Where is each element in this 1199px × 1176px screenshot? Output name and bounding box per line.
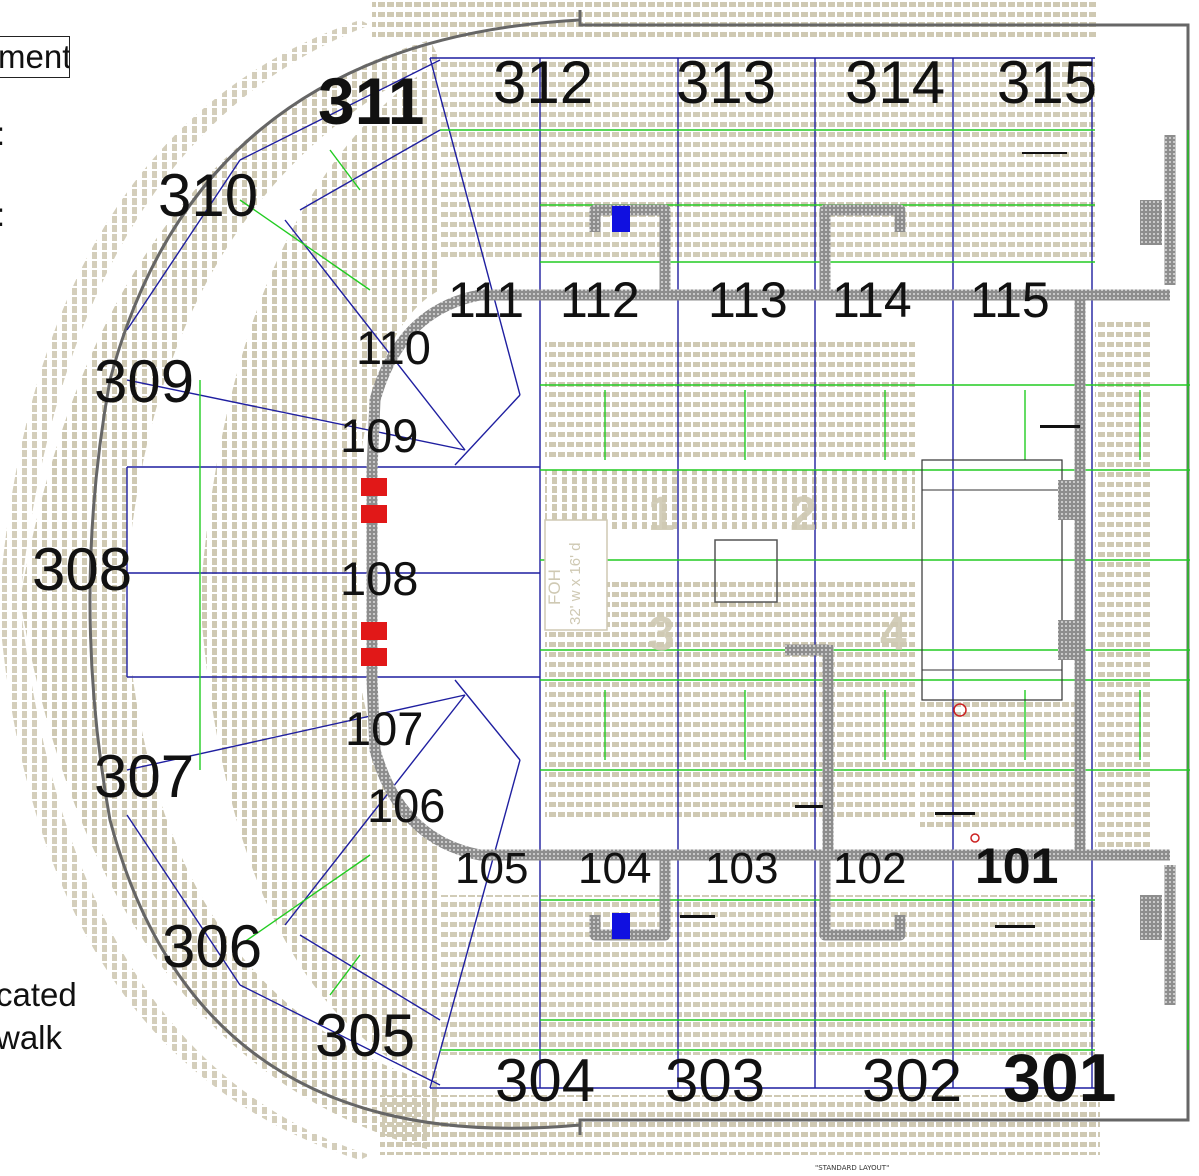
- section-304[interactable]: 304: [495, 1047, 595, 1114]
- floor-section-4[interactable]: 4: [880, 608, 907, 661]
- section-108[interactable]: 108: [340, 552, 418, 605]
- section-107[interactable]: 107: [345, 702, 423, 755]
- legend-note-line-2: walk: [0, 1019, 63, 1056]
- section-305[interactable]: 305: [315, 1002, 415, 1069]
- section-313[interactable]: 313: [676, 49, 776, 116]
- section-111[interactable]: 111: [448, 272, 524, 328]
- section-301[interactable]: 301: [1003, 1040, 1116, 1116]
- section-303[interactable]: 303: [665, 1047, 765, 1114]
- section-113[interactable]: 113: [708, 272, 788, 328]
- floor-section-2[interactable]: 2: [790, 488, 817, 541]
- section-105[interactable]: 105: [455, 844, 528, 893]
- accessible-seat-red: [361, 648, 387, 666]
- section-104[interactable]: 104: [578, 844, 651, 893]
- legend-box-text: ment: [0, 38, 70, 75]
- section-307[interactable]: 307: [94, 743, 194, 810]
- lower-section-labels: 111 112 113 114 115 110 109 108 107 106 …: [340, 272, 1058, 894]
- section-112[interactable]: 112: [560, 272, 640, 328]
- section-102[interactable]: 102: [833, 844, 906, 893]
- foh-label: FOH: [545, 569, 564, 605]
- floor-section-1[interactable]: 1: [648, 488, 675, 541]
- floor-section-3[interactable]: 3: [648, 608, 675, 661]
- section-312[interactable]: 312: [493, 49, 593, 116]
- section-114[interactable]: 114: [832, 272, 912, 328]
- accessible-seating: [361, 206, 630, 939]
- section-308[interactable]: 308: [32, 536, 132, 603]
- section-110[interactable]: 110: [356, 321, 431, 374]
- layout-caption: "STANDARD LAYOUT": [815, 1164, 890, 1172]
- foh-position: FOH 32' w x 16' d: [544, 519, 608, 631]
- stage-area: [680, 152, 1162, 940]
- accessible-seat-blue: [612, 913, 630, 939]
- section-309[interactable]: 309: [94, 348, 194, 415]
- legend-side-text-1: :: [0, 115, 5, 153]
- section-106[interactable]: 106: [367, 779, 445, 832]
- legend-note-line-1: cated: [0, 976, 77, 1013]
- section-101[interactable]: 101: [975, 838, 1058, 894]
- accessible-seat-red: [361, 622, 387, 640]
- accessible-seat-red: [361, 505, 387, 523]
- upper-section-labels: 311 312 313 314 315 310 309 308 307 306 …: [32, 49, 1116, 1116]
- section-315[interactable]: 315: [997, 49, 1097, 116]
- foh-dimensions: 32' w x 16' d: [567, 543, 584, 625]
- section-302[interactable]: 302: [862, 1047, 962, 1114]
- legend-side-text-2: :: [0, 196, 5, 234]
- section-103[interactable]: 103: [705, 844, 778, 893]
- legend-box: ment: [0, 36, 70, 78]
- section-310[interactable]: 310: [158, 162, 258, 229]
- section-109[interactable]: 109: [340, 409, 418, 462]
- section-dividers: [126, 57, 1095, 1089]
- section-306[interactable]: 306: [162, 913, 262, 980]
- section-311[interactable]: 311: [318, 64, 424, 138]
- section-314[interactable]: 314: [845, 49, 945, 116]
- floor-section-numbers: 1 2 3 4: [648, 488, 907, 661]
- section-115[interactable]: 115: [970, 272, 1050, 328]
- accessible-seat-blue: [612, 206, 630, 232]
- accessible-seat-red: [361, 478, 387, 496]
